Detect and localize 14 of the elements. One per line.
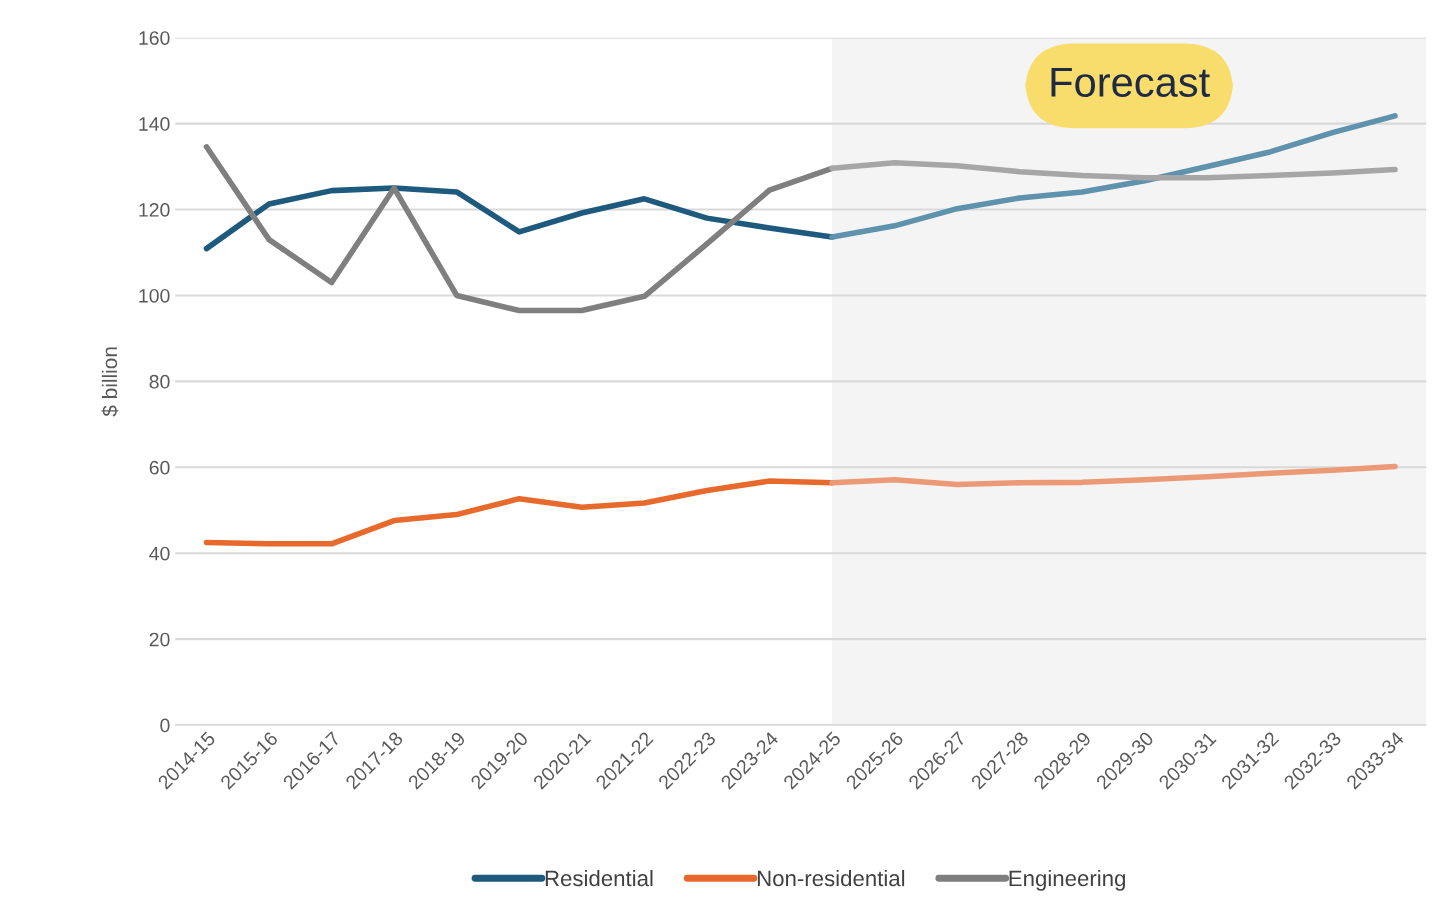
legend-label: Residential bbox=[545, 869, 653, 887]
y-tick-label: 140 bbox=[139, 117, 170, 131]
y-tick-label: 0 bbox=[160, 718, 170, 733]
y-tick-label: 40 bbox=[149, 546, 170, 561]
legend-label: Engineering bbox=[1009, 869, 1125, 891]
y-tick-label: 80 bbox=[149, 374, 170, 389]
y-axis-title: $ billion bbox=[101, 347, 119, 417]
legend-label: Non-residential bbox=[757, 869, 905, 887]
y-tick-label: 160 bbox=[139, 31, 170, 45]
y-tick-label: 20 bbox=[149, 632, 170, 647]
y-tick-label: 60 bbox=[149, 460, 170, 475]
band-label: Forecast bbox=[1051, 67, 1210, 97]
y-tick-label: 120 bbox=[139, 203, 170, 217]
y-tick-label: 100 bbox=[139, 288, 170, 303]
